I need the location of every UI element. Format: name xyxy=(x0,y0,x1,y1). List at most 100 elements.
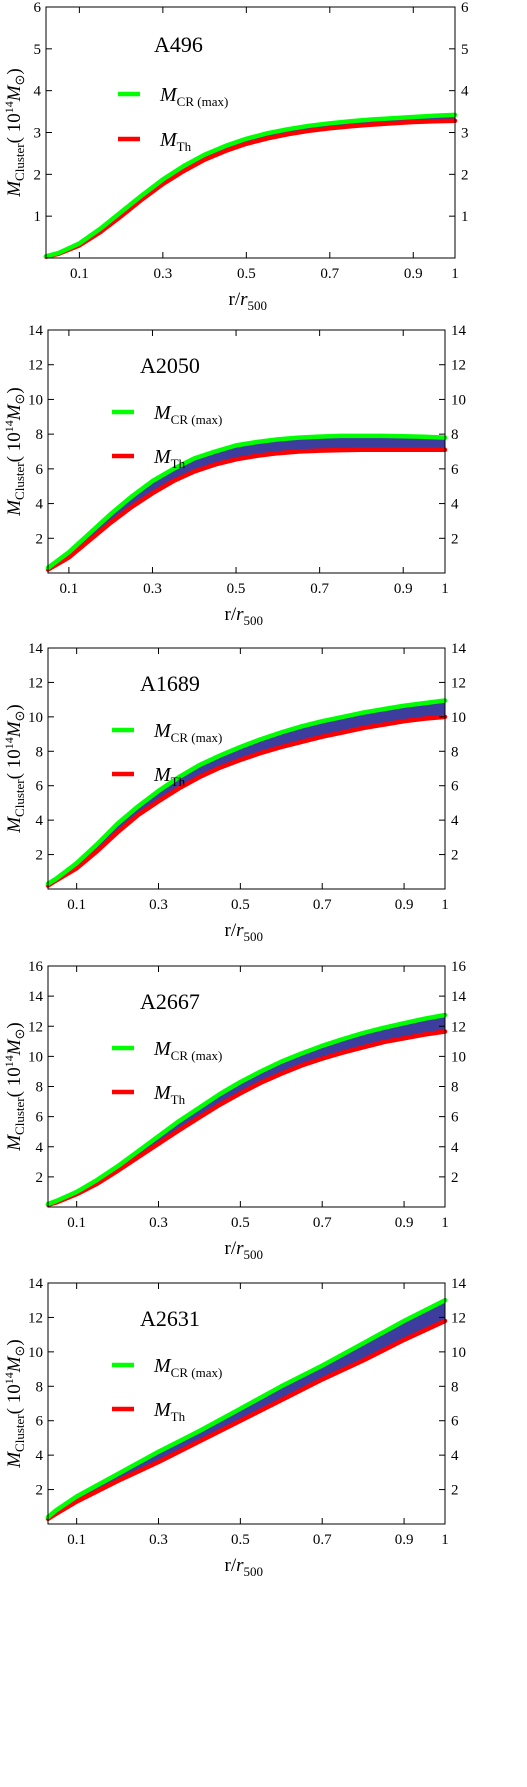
x-tick-label: 0.9 xyxy=(404,266,423,282)
y-tick-label: 6 xyxy=(36,462,44,478)
series-line-th xyxy=(45,1029,448,1207)
x-tick-label: 0.3 xyxy=(143,581,162,597)
y-tick-label: 10 xyxy=(28,392,43,408)
y-tick-label: 8 xyxy=(36,1379,44,1395)
plot-frame xyxy=(47,329,446,574)
x-tick-label: 0.1 xyxy=(67,1532,86,1548)
series-line-th xyxy=(43,118,458,259)
x-axis-label: r/r500 xyxy=(225,920,264,944)
y-tick-label: 12 xyxy=(28,675,43,691)
legend-label-cr-max: MCR (max) xyxy=(153,1038,222,1063)
y-tick-label: 14 xyxy=(28,323,44,339)
x-tick-label: 0.3 xyxy=(153,266,172,282)
x-tick-label: 0.5 xyxy=(231,1532,250,1548)
x-tick-label: 0.3 xyxy=(149,1215,168,1231)
series-line-th xyxy=(45,1318,448,1522)
y-tick-label-right: 1 xyxy=(461,209,469,225)
x-tick-label: 0.5 xyxy=(231,1215,250,1231)
y-tick-label: 2 xyxy=(36,1483,44,1499)
y-tick-label-right: 2 xyxy=(451,848,459,864)
x-tick-label: 0.1 xyxy=(70,266,89,282)
y-tick-label: 1 xyxy=(34,209,42,225)
x-tick-label: 1 xyxy=(441,581,449,597)
x-tick-label: 0.9 xyxy=(394,581,413,597)
y-tick-label-right: 16 xyxy=(451,959,467,975)
x-tick-label: 0.1 xyxy=(67,1215,86,1231)
x-tick-label: 0.7 xyxy=(313,1532,332,1548)
x-tick-label: 0.9 xyxy=(395,897,414,913)
series-line-cr-max xyxy=(45,1012,448,1207)
band-area xyxy=(48,700,445,886)
x-tick-label: 0.3 xyxy=(149,897,168,913)
x-axis-label: r/r500 xyxy=(225,604,264,628)
plot-frame xyxy=(47,1282,446,1525)
x-tick-label: 0.9 xyxy=(395,1215,414,1231)
y-tick-label: 4 xyxy=(36,813,44,829)
y-tick-label: 12 xyxy=(28,358,43,374)
x-tick-label: 1 xyxy=(441,1532,449,1548)
y-tick-label-right: 2 xyxy=(451,1170,459,1186)
y-tick-label-right: 2 xyxy=(451,1483,459,1499)
y-tick-label: 6 xyxy=(36,1414,44,1430)
y-axis-label: MCluster( 1014M⊙) xyxy=(2,1339,27,1469)
y-tick-label-right: 4 xyxy=(451,813,459,829)
y-tick-label: 5 xyxy=(34,42,42,58)
series-line-cr-max xyxy=(45,1297,448,1520)
y-tick-label-right: 6 xyxy=(451,779,459,795)
y-tick-label-right: 12 xyxy=(451,1019,466,1035)
y-tick-label: 6 xyxy=(36,1110,44,1126)
y-tick-label-right: 4 xyxy=(451,1448,459,1464)
y-tick-label-right: 10 xyxy=(451,710,466,726)
legend-label-th: MTh xyxy=(153,1399,186,1424)
legend-label-th: MTh xyxy=(153,1082,186,1107)
y-tick-label: 6 xyxy=(36,779,44,795)
y-tick-label: 4 xyxy=(36,1140,44,1156)
x-tick-label: 0.5 xyxy=(231,897,250,913)
legend-label-cr-max: MCR (max) xyxy=(153,720,222,745)
series-line-cr-max xyxy=(43,112,458,259)
y-tick-label: 8 xyxy=(36,1080,44,1096)
x-axis-label: r/r500 xyxy=(225,1555,264,1579)
y-tick-label: 2 xyxy=(36,531,44,547)
y-tick-label: 3 xyxy=(34,126,42,142)
legend-label-th: MTh xyxy=(159,129,192,154)
y-axis-label: MCluster( 1014M⊙) xyxy=(2,704,27,834)
y-tick-label: 8 xyxy=(36,427,44,443)
legend-label-th: MTh xyxy=(153,764,186,789)
legend-label-cr-max: MCR (max) xyxy=(159,84,228,109)
y-tick-label-right: 6 xyxy=(451,1110,459,1126)
series-line-cr-max xyxy=(45,433,448,571)
y-tick-label-right: 12 xyxy=(451,1310,466,1326)
x-tick-label: 0.7 xyxy=(313,897,332,913)
y-tick-label: 10 xyxy=(28,1345,43,1361)
y-tick-label-right: 8 xyxy=(451,1379,459,1395)
y-tick-label-right: 2 xyxy=(461,167,469,183)
y-axis-label: MCluster( 1014M⊙) xyxy=(2,1022,27,1152)
y-tick-label-right: 6 xyxy=(461,0,469,16)
y-tick-label: 8 xyxy=(36,744,44,760)
y-tick-label-right: 10 xyxy=(451,392,466,408)
y-tick-label-right: 2 xyxy=(451,531,459,547)
y-axis-label: MCluster( 1014M⊙) xyxy=(2,387,27,517)
chart-title: A496 xyxy=(154,32,203,57)
y-tick-label-right: 3 xyxy=(461,126,469,142)
y-tick-label: 10 xyxy=(28,710,43,726)
y-tick-label: 10 xyxy=(28,1049,43,1065)
y-tick-label: 14 xyxy=(28,641,44,657)
x-tick-label: 1 xyxy=(451,266,459,282)
y-tick-label: 14 xyxy=(28,989,44,1005)
y-tick-label-right: 8 xyxy=(451,744,459,760)
x-tick-label: 0.5 xyxy=(227,581,246,597)
plot-frame xyxy=(47,647,446,890)
y-tick-label: 2 xyxy=(34,167,42,183)
y-tick-label-right: 14 xyxy=(451,641,467,657)
legend-label-th: MTh xyxy=(153,446,186,471)
x-tick-label: 0.5 xyxy=(237,266,256,282)
y-axis-label: MCluster( 1014M⊙) xyxy=(2,68,27,198)
y-tick-label: 6 xyxy=(34,0,42,16)
